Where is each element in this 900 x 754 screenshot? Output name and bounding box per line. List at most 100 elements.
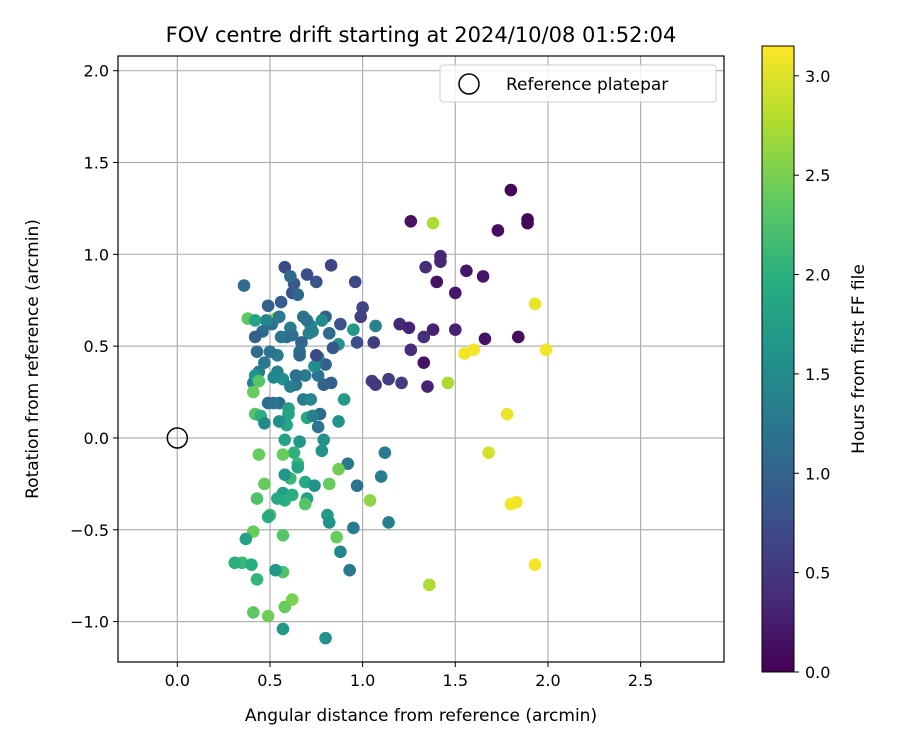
data-point	[337, 393, 351, 406]
data-point	[248, 330, 262, 344]
data-point	[423, 578, 436, 592]
data-point	[539, 343, 553, 357]
data-point	[297, 310, 310, 324]
data-point	[308, 360, 321, 373]
data-point	[382, 516, 395, 529]
data-point	[284, 380, 297, 393]
y-tick-label: 2.0	[84, 62, 109, 81]
data-point	[369, 319, 382, 333]
data-point	[246, 385, 260, 399]
colorbar-tick-label: 0.5	[805, 564, 830, 583]
data-point	[363, 494, 377, 507]
data-point	[285, 328, 299, 342]
data-point	[287, 446, 301, 459]
data-point	[315, 444, 329, 458]
data-points	[228, 183, 553, 645]
y-tick-label: 1.5	[84, 154, 109, 173]
data-point	[347, 323, 360, 336]
data-point	[426, 323, 440, 336]
data-point	[306, 325, 319, 338]
data-point	[426, 216, 440, 230]
data-point	[404, 214, 418, 228]
data-point	[267, 371, 280, 384]
data-point	[448, 323, 462, 336]
x-axis-ticks: 0.0 0.5 1.0 1.5 2.0 2.5	[165, 662, 653, 690]
data-point	[291, 461, 305, 474]
data-point	[278, 433, 292, 447]
data-point	[261, 510, 275, 524]
data-point	[448, 286, 462, 300]
data-point	[237, 279, 251, 292]
x-tick-label: 0.0	[165, 671, 190, 690]
x-tick-label: 1.0	[350, 671, 375, 690]
data-point	[322, 516, 336, 529]
data-point	[278, 468, 292, 481]
data-point	[258, 416, 271, 430]
data-point	[274, 295, 288, 309]
data-point	[395, 376, 408, 390]
legend: Reference platepar	[439, 64, 717, 103]
data-point	[511, 330, 525, 344]
data-point	[306, 409, 319, 423]
data-point	[245, 558, 258, 571]
data-point	[274, 330, 288, 344]
y-tick-label: −1.0	[70, 613, 109, 632]
data-point	[528, 558, 542, 571]
data-point	[293, 349, 306, 362]
data-point	[378, 446, 392, 459]
data-point	[421, 380, 434, 393]
chart-title: FOV centre drift starting at 2024/10/08 …	[166, 23, 677, 47]
data-point	[261, 609, 275, 623]
data-point	[326, 341, 340, 355]
data-point	[458, 347, 471, 360]
data-point	[369, 378, 382, 392]
colorbar-gradient	[761, 45, 795, 673]
data-point	[334, 317, 347, 331]
data-point	[252, 448, 266, 461]
data-point	[319, 631, 332, 645]
data-point	[491, 224, 505, 237]
data-point	[267, 396, 280, 410]
data-point	[284, 270, 297, 283]
colorbar-tick-label: 3.0	[805, 67, 830, 86]
data-point	[402, 321, 416, 335]
data-point	[354, 310, 368, 324]
colorbar-tick-label: 2.5	[805, 166, 830, 185]
data-point	[311, 420, 325, 434]
x-axis-label: Angular distance from reference (arcmin)	[245, 706, 597, 726]
data-point	[334, 545, 347, 559]
data-point	[239, 532, 253, 546]
data-point	[478, 332, 492, 346]
data-point	[246, 606, 260, 619]
y-tick-label: 1.0	[84, 245, 109, 264]
data-point	[291, 288, 305, 302]
legend-box	[439, 64, 717, 103]
data-point	[258, 477, 271, 491]
reference-point	[166, 427, 189, 449]
data-point	[434, 255, 447, 268]
data-point	[271, 492, 284, 505]
data-point	[510, 495, 523, 509]
data-point	[430, 275, 444, 289]
data-point	[272, 310, 286, 324]
y-axis-label: Rotation from reference (arcmin)	[23, 219, 43, 499]
data-point	[298, 369, 312, 382]
data-point	[332, 415, 345, 428]
data-point	[332, 462, 345, 476]
data-point	[276, 622, 290, 636]
data-point	[272, 415, 286, 428]
data-point	[309, 349, 323, 362]
data-point	[276, 448, 290, 461]
y-axis-ticks: −1.0 −0.5 0.0 0.5 1.0 1.5 2.0	[70, 62, 118, 632]
data-point	[259, 314, 273, 327]
data-point	[308, 479, 321, 493]
data-point	[419, 260, 432, 274]
data-point	[476, 270, 490, 283]
legend-reference-marker	[458, 73, 480, 95]
data-point	[278, 600, 292, 614]
data-point	[250, 573, 264, 586]
data-point	[250, 492, 264, 505]
data-point	[315, 314, 329, 327]
data-point	[330, 530, 343, 544]
